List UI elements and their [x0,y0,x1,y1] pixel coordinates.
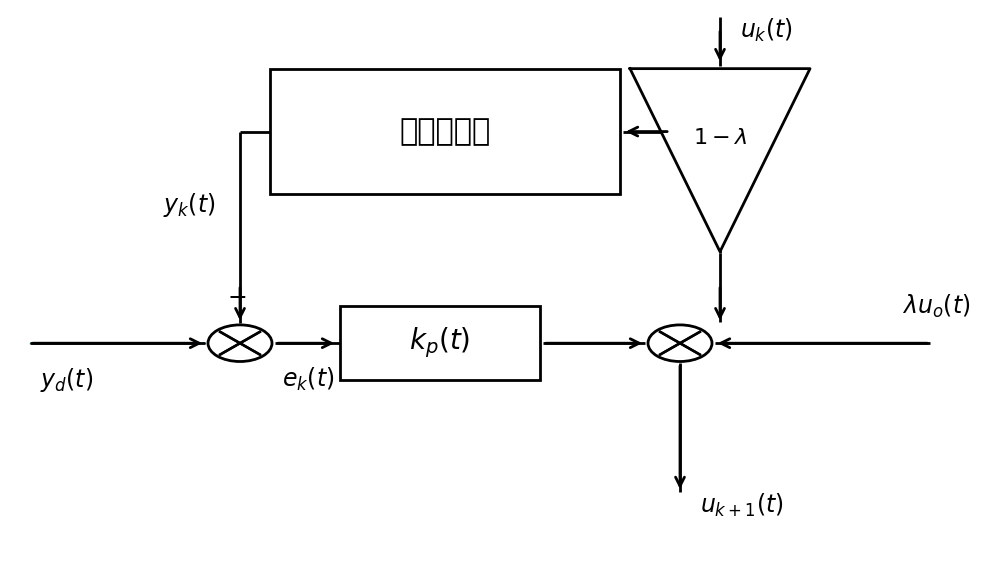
Text: $\lambda u_o(t)$: $\lambda u_o(t)$ [902,293,970,320]
Text: $-$: $-$ [227,284,246,308]
Bar [340,306,540,380]
Text: $k_p(t)$: $k_p(t)$ [409,326,471,360]
Bar [270,69,620,194]
Text: $u_k(t)$: $u_k(t)$ [740,17,793,45]
Text: $1-\lambda$: $1-\lambda$ [693,128,747,148]
Text: 注塑机系统: 注塑机系统 [399,117,491,146]
Text: $u_{k+1}(t)$: $u_{k+1}(t)$ [700,492,784,519]
Text: $e_k(t)$: $e_k(t)$ [282,366,334,394]
Polygon shape [630,69,810,252]
Text: $y_d(t)$: $y_d(t)$ [40,366,93,394]
Circle shape [648,325,712,362]
Text: $y_k(t)$: $y_k(t)$ [163,192,215,219]
Circle shape [208,325,272,362]
